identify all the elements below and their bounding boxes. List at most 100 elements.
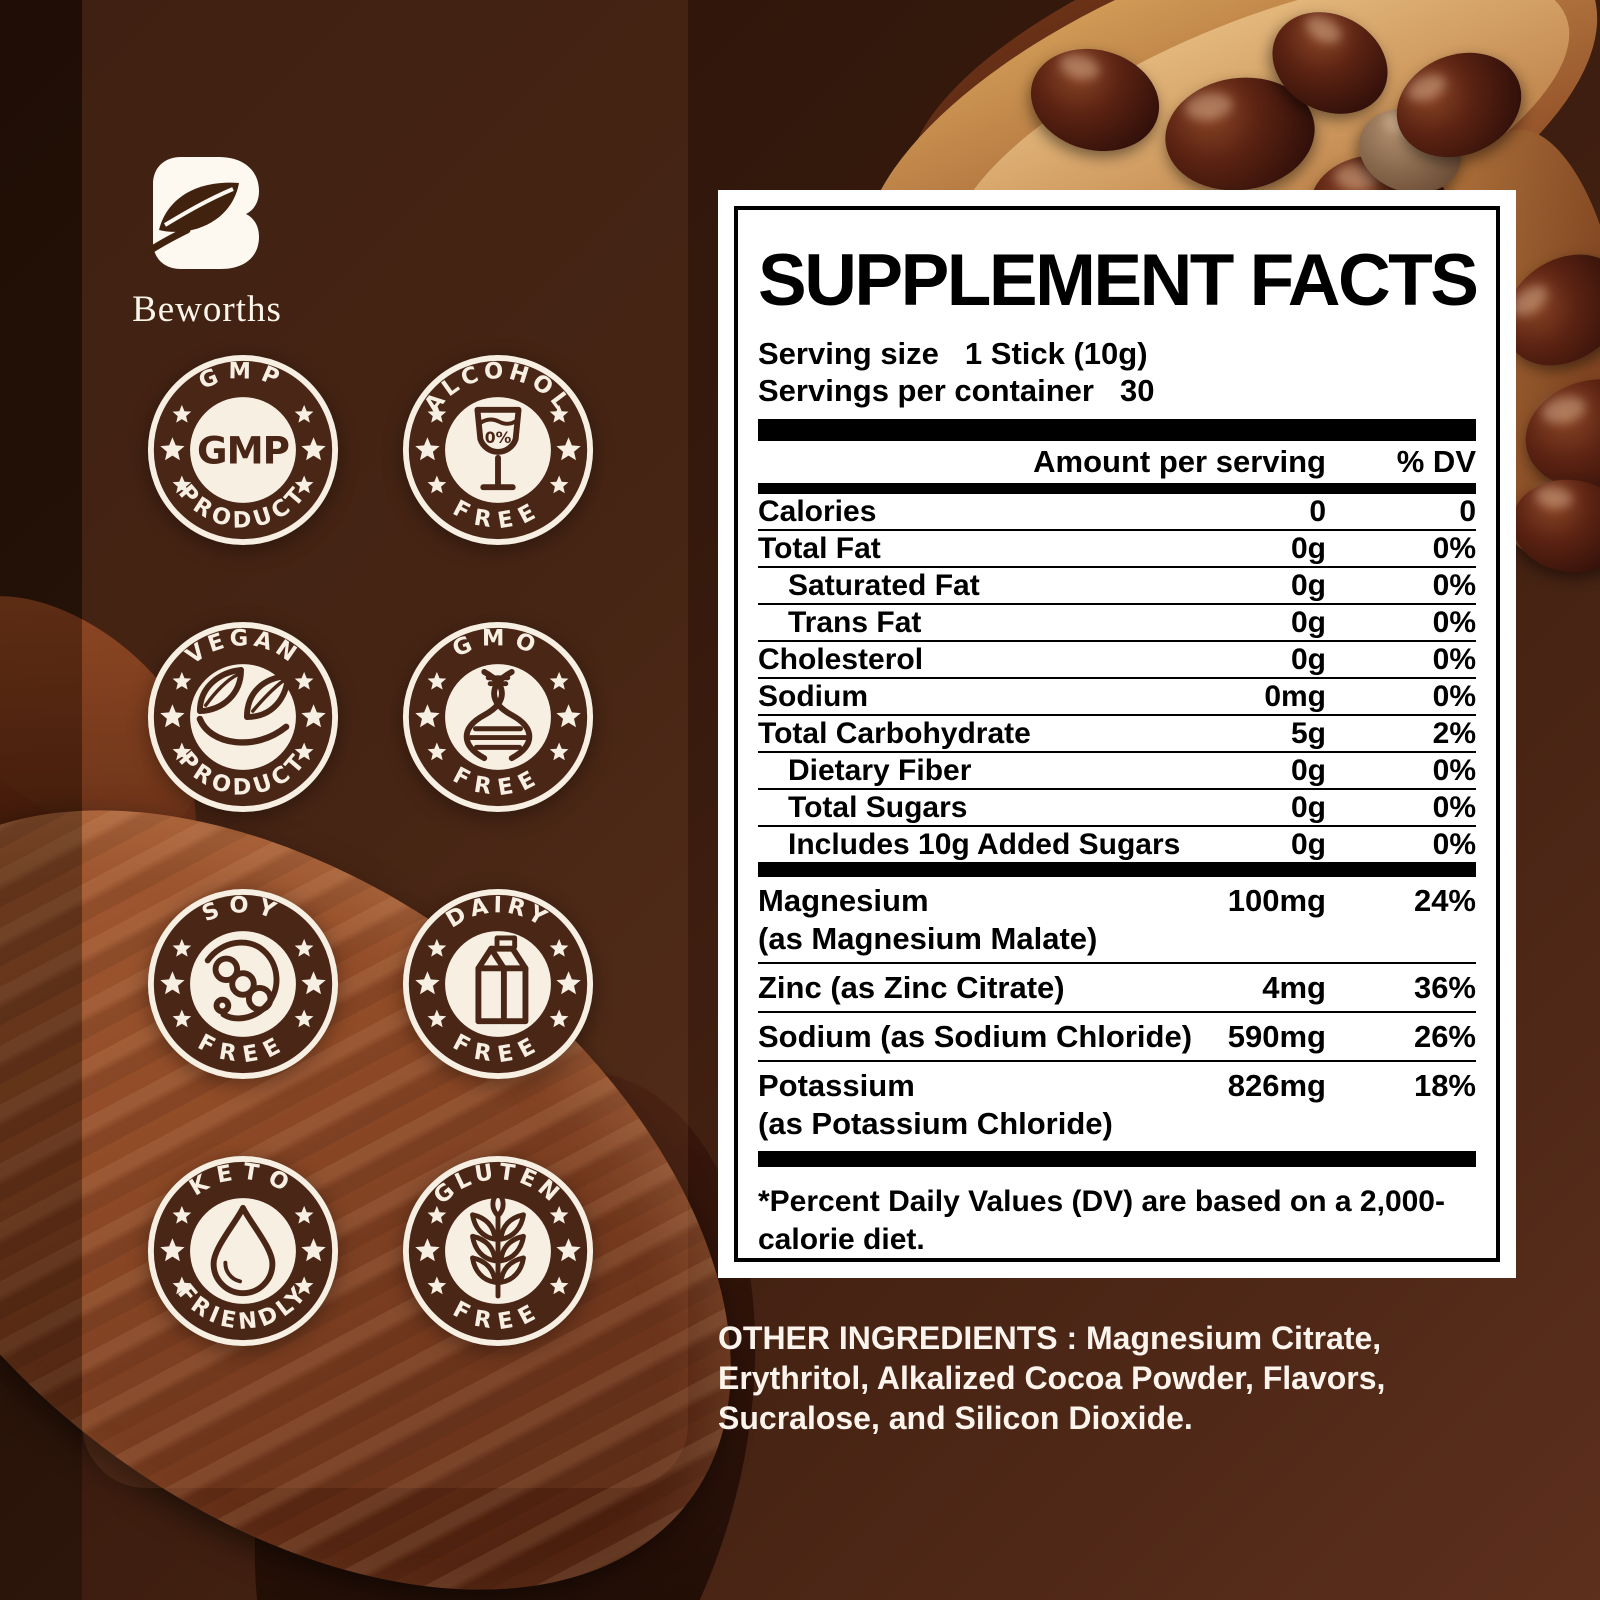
star-icon (172, 671, 192, 690)
divider-bar-bottom (758, 1151, 1476, 1167)
nutrient-dv: 0% (1432, 531, 1476, 565)
nutrient-amount: 0mg (1264, 679, 1326, 713)
star-icon (415, 437, 440, 461)
serving-size-label: Serving size (758, 336, 939, 371)
nutrient-dv: 0% (1432, 679, 1476, 713)
star-icon (549, 938, 569, 957)
badge-wine-glass: ALCOHOL FREE 0% (400, 352, 596, 548)
star-icon (415, 1238, 440, 1262)
star-icon (427, 1009, 447, 1028)
servings-per-container-value: 30 (1119, 373, 1155, 408)
mineral-dv: 26% (1413, 1019, 1476, 1054)
star-icon (172, 1205, 192, 1224)
nutrient-row: Cholesterol 0g 0% (758, 642, 1476, 679)
star-icon (556, 1238, 581, 1262)
mineral-row: Magnesium (as Magnesium Malate) 100mg 24% (758, 877, 1476, 964)
mineral-source: (as Magnesium Malate) (758, 921, 1098, 956)
star-icon (301, 704, 326, 728)
nutrient-amount: 0g (1290, 827, 1326, 861)
nutrient-label: Sodium (758, 679, 868, 713)
nutrient-dv: 0% (1432, 827, 1476, 861)
mineral-rows: Magnesium (as Magnesium Malate) 100mg 24% Zi… (758, 877, 1476, 1147)
nutrient-dv: 0% (1432, 790, 1476, 824)
nutrient-amount: 0g (1290, 753, 1326, 787)
nutrient-amount: 5g (1290, 716, 1326, 750)
badge-water-droplet: KETO FRIENDLY (145, 1153, 341, 1349)
vegan-leaves-icon (196, 667, 292, 746)
mineral-row: Zinc (as Zinc Citrate) 4mg 36% (758, 964, 1476, 1013)
other-ingredients-text: Magnesium Citrate, Erythritol, Alkalized… (718, 1320, 1386, 1436)
nutrient-row: Calories 0 0 (758, 494, 1476, 531)
mineral-row: Sodium (as Sodium Chloride) 590mg 26% (758, 1013, 1476, 1062)
badge-soybean: SOY FREE (145, 886, 341, 1082)
star-icon (294, 1205, 314, 1224)
nutrient-label: Saturated Fat (788, 568, 980, 602)
mineral-dv: 24% (1413, 883, 1476, 918)
nutrient-row: Sodium 0mg 0% (758, 679, 1476, 716)
badge-milk-carton: DAIRY FREE (400, 886, 596, 1082)
nutrient-row: Dietary Fiber 0g 0% (758, 753, 1476, 790)
star-icon (294, 475, 314, 494)
badge-vegan-leaves: VEGAN PRODUCT (145, 619, 341, 815)
water-droplet-icon (210, 1204, 276, 1296)
star-icon (549, 671, 569, 690)
other-ingredients: OTHER INGREDIENTS : Magnesium Citrate, E… (718, 1318, 1513, 1438)
nutrient-row: Total Sugars 0g 0% (758, 790, 1476, 827)
servings-per-container-label: Servings per container (758, 373, 1094, 408)
star-icon (172, 1276, 192, 1295)
mineral-row: Potassium (as Potassium Chloride) 826mg 18% (758, 1062, 1476, 1147)
nutrient-dv: 2% (1432, 716, 1476, 750)
mineral-label: Magnesium (as Magnesium Malate) (758, 882, 1228, 958)
dna-icon (463, 668, 533, 762)
badge-dna: GMO FREE (400, 619, 596, 815)
star-icon (172, 404, 192, 423)
nutrient-label: Total Carbohydrate (758, 716, 1031, 750)
amount-header: Amount per serving (1033, 444, 1326, 479)
star-icon (172, 475, 192, 494)
star-icon (160, 971, 185, 995)
star-icon (556, 971, 581, 995)
star-icon (160, 704, 185, 728)
divider-bar-mid (758, 862, 1476, 877)
nutrient-label: Cholesterol (758, 642, 924, 676)
star-icon (172, 938, 192, 957)
star-icon (427, 404, 447, 423)
star-icon (427, 938, 447, 957)
mineral-dv: 18% (1413, 1068, 1476, 1103)
mineral-source: (as Potassium Chloride) (758, 1106, 1113, 1141)
milk-carton-icon (475, 935, 529, 1025)
mineral-label: Zinc (as Zinc Citrate) (758, 970, 1065, 1005)
facts-title: SUPPLEMENT FACTS (758, 240, 1479, 321)
nutrient-label: Total Sugars (788, 790, 968, 824)
wheat-icon (470, 1190, 526, 1299)
star-icon (549, 475, 569, 494)
mineral-label: Sodium (as Sodium Chloride) (758, 1019, 1193, 1054)
nutrient-label: Dietary Fiber (788, 753, 972, 787)
nutrient-label: Includes 10g Added Sugars (788, 827, 1181, 861)
svg-text:GMP: GMP (197, 429, 289, 473)
brand-name: Beworths (132, 289, 282, 330)
svg-text:0%: 0% (485, 428, 512, 447)
dv-header: % DV (1396, 444, 1476, 479)
badges-grid: GMP PRODUCT GMP ALCOHOL FREE 0% VEGAN PR… (145, 352, 596, 1349)
star-icon (427, 742, 447, 761)
star-icon (427, 671, 447, 690)
nutrient-row: Includes 10g Added Sugars 0g 0% (758, 827, 1476, 862)
facts-border: SUPPLEMENT FACTS Serving size 1 Stick (10… (734, 206, 1500, 1262)
star-icon (549, 742, 569, 761)
divider-bar-thin (758, 483, 1476, 494)
nutrient-row: Trans Fat 0g 0% (758, 605, 1476, 642)
star-icon (160, 437, 185, 461)
nutrient-row: Saturated Fat 0g 0% (758, 568, 1476, 605)
servings-per-container-line: Servings per container 30 (758, 372, 1476, 409)
nutrient-amount: 0g (1290, 790, 1326, 824)
nutrient-dv: 0% (1432, 605, 1476, 639)
nutrient-row: Total Fat 0g 0% (758, 531, 1476, 568)
nutrient-row: Total Carbohydrate 5g 2% (758, 716, 1476, 753)
nutrient-dv: 0% (1432, 642, 1476, 676)
supplement-facts-panel: SUPPLEMENT FACTS Serving size 1 Stick (10… (718, 190, 1516, 1278)
mineral-amount: 100mg (1227, 883, 1326, 918)
nutrient-dv: 0% (1432, 753, 1476, 787)
mineral-label: Potassium (as Potassium Chloride) (758, 1067, 1228, 1143)
star-icon (294, 1009, 314, 1028)
